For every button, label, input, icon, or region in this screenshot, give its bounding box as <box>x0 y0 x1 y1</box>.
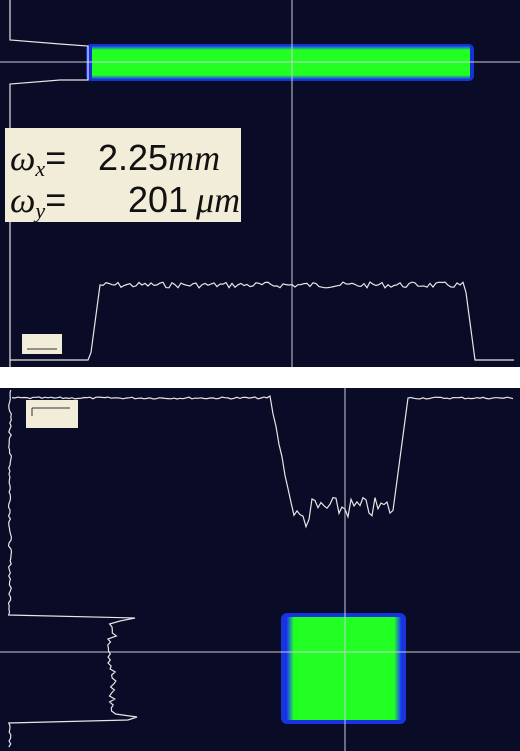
page: ωx=2.25mm ωy=201μm (() => { const data =… <box>0 0 520 751</box>
subscript: y <box>33 198 45 223</box>
unit: μm <box>195 180 240 220</box>
background <box>0 388 520 751</box>
subscript: x <box>34 156 45 181</box>
scale-box <box>22 334 62 354</box>
equals: = <box>45 179 66 220</box>
symbol: ω <box>10 138 35 178</box>
beam-spot <box>287 617 401 720</box>
value: 2.25 <box>98 137 168 178</box>
beam-profile-bottom <box>0 388 520 751</box>
scale-box <box>26 400 78 428</box>
unit: mm <box>168 138 220 178</box>
value: 201 <box>128 179 188 220</box>
equals: = <box>45 137 66 178</box>
symbol: ω <box>10 180 35 220</box>
